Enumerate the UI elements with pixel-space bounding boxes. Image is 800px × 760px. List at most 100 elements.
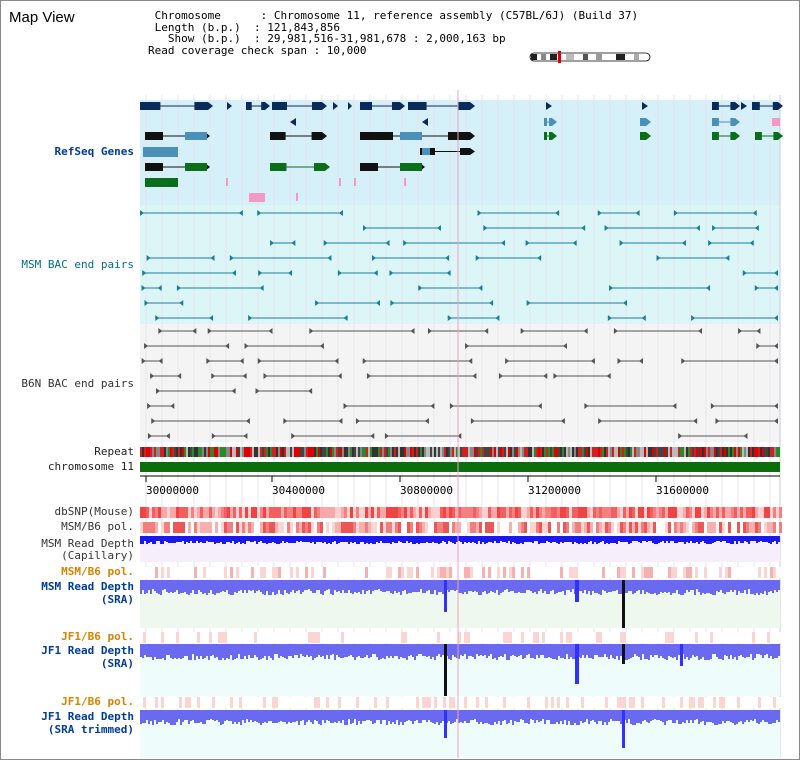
repeat-track[interactable]	[140, 447, 780, 457]
msm-sra-depth-bar	[456, 580, 458, 590]
polymorphism-bin	[362, 697, 365, 708]
polymorphism-bin	[428, 522, 431, 533]
polymorphism-bin	[494, 697, 497, 708]
refseq-genes-track[interactable]	[140, 102, 783, 202]
repeat-element	[392, 447, 394, 457]
refseq-genes-label[interactable]: RefSeq Genes	[54, 145, 134, 158]
msm-sra-depth-bar	[150, 580, 152, 594]
jf1-trimmed-depth-bar	[348, 710, 350, 719]
polymorphism-bin	[644, 697, 647, 708]
msm-b6-pol-track-1[interactable]	[140, 522, 782, 533]
polymorphism-bin	[176, 632, 179, 643]
jf1-sra-depth-bar	[214, 644, 216, 658]
jf1-read-depth-sra-track[interactable]	[140, 644, 780, 696]
dbsnp-bin	[521, 507, 524, 518]
msm-bac-end	[604, 225, 609, 231]
repeat-element	[566, 447, 568, 457]
dbsnp-bin	[203, 507, 206, 518]
dbsnp-bin	[533, 507, 536, 518]
msm-b6-pol-label-2[interactable]: MSM/B6 pol.	[61, 565, 134, 578]
polymorphism-bin	[728, 522, 731, 533]
dbsnp-bin	[425, 507, 428, 518]
jf1-read-depth-trimmed-track[interactable]	[140, 710, 780, 758]
jf1-sra-depth-bar	[194, 644, 196, 660]
b6n-bac-label[interactable]: B6N BAC end pairs	[21, 377, 134, 390]
dbsnp-track[interactable]	[140, 507, 782, 518]
jf1-trimmed-depth-bar	[236, 710, 238, 724]
refseq-gene-exon	[194, 102, 208, 110]
jf1-sra-depth-bar	[652, 644, 654, 657]
msm-bac-label[interactable]: MSM BAC end pairs	[21, 258, 134, 271]
chromosome-label[interactable]: chromosome 11	[47, 460, 134, 473]
refseq-gene-arrow	[290, 118, 296, 126]
polymorphism-bin	[197, 522, 200, 533]
dbsnp-bin	[647, 507, 650, 518]
msm-sra-depth-bar	[420, 580, 422, 589]
polymorphism-bin	[251, 632, 254, 643]
polymorphism-bin	[473, 567, 476, 578]
polymorphism-bin	[296, 632, 299, 643]
chromosome-bar[interactable]	[140, 462, 780, 472]
msm-bac-end-pairs-track[interactable]	[140, 210, 778, 321]
msm-sra-depth-bar	[708, 580, 710, 593]
msm-read-depth-sra-label[interactable]: MSM Read Depth	[41, 580, 134, 593]
jf1-b6-pol-track-1[interactable]	[140, 632, 782, 643]
polymorphism-bin	[188, 522, 191, 533]
polymorphism-bin	[545, 632, 548, 643]
msm-read-depth-sra-track[interactable]	[140, 580, 780, 628]
polymorphism-bin	[395, 632, 398, 643]
msm-read-depth-capillary-track[interactable]	[140, 536, 780, 562]
jf1-read-depth-sra-label[interactable]: JF1 Read Depth	[41, 644, 134, 657]
jf1-sra-depth-bar	[410, 644, 412, 655]
dbsnp-bin	[308, 507, 311, 518]
msm-capillary-depth-bar	[594, 536, 596, 542]
polymorphism-bin	[293, 567, 296, 578]
msm-capillary-depth-bar	[664, 536, 666, 543]
msm-bac-end	[489, 300, 494, 306]
msm-sra-depth-bar	[628, 580, 630, 591]
jf1-trimmed-depth-bar	[566, 710, 568, 725]
dbsnp-bin	[659, 507, 662, 518]
msm-capillary-depth-bar	[170, 536, 172, 543]
jf1-b6-pol-label-2[interactable]: JF1/B6 pol.	[61, 695, 134, 708]
repeat-element	[564, 447, 566, 457]
repeat-element	[234, 447, 236, 457]
polymorphism-bin	[644, 632, 647, 643]
polymorphism-bin	[284, 522, 287, 533]
dbsnp-label[interactable]: dbSNP(Mouse)	[54, 505, 134, 518]
jf1-read-depth-trim-label[interactable]: JF1 Read Depth	[41, 710, 134, 723]
polymorphism-bin	[512, 697, 515, 708]
dbsnp-bin	[638, 507, 641, 518]
dbsnp-bin	[233, 507, 236, 518]
polymorphism-bin	[140, 632, 143, 643]
repeat-label[interactable]: Repeat	[94, 445, 134, 458]
b6n-bac-end	[150, 373, 155, 379]
msm-read-depth-cap-label[interactable]: MSM Read Depth	[41, 537, 134, 550]
polymorphism-bin	[662, 697, 665, 708]
msm-b6-pol-label-1[interactable]: MSM/B6 pol.	[61, 520, 134, 533]
refseq-gene-strand-arrow	[552, 132, 557, 140]
chromosome-ideogram[interactable]	[529, 51, 651, 63]
msm-capillary-depth-bar	[736, 536, 738, 544]
refseq-gene	[185, 163, 207, 171]
polymorphism-bin	[224, 522, 227, 533]
polymorphism-bin	[446, 697, 449, 708]
b6n-bac-end-pairs-track[interactable]	[141, 328, 778, 439]
polymorphism-bin	[206, 567, 209, 578]
jf1-trimmed-depth-bar	[168, 710, 170, 723]
jf1-trimmed-depth-bar	[296, 710, 298, 721]
polymorphism-bin	[365, 697, 368, 708]
repeat-element	[162, 447, 164, 457]
polymorphism-bin	[707, 522, 710, 533]
polymorphism-bin	[644, 567, 647, 578]
repeat-element	[140, 447, 142, 457]
msm-sra-depth-bar	[424, 580, 426, 593]
jf1-b6-pol-label-1[interactable]: JF1/B6 pol.	[61, 630, 134, 643]
jf1-sra-depth-bar	[628, 644, 630, 659]
polymorphism-bin	[518, 697, 521, 708]
jf1-b6-pol-track-2[interactable]	[140, 697, 782, 708]
jf1-trimmed-depth-bar	[316, 710, 318, 721]
msm-b6-pol-track-2[interactable]	[140, 567, 782, 578]
msm-capillary-depth-bar	[752, 536, 754, 541]
